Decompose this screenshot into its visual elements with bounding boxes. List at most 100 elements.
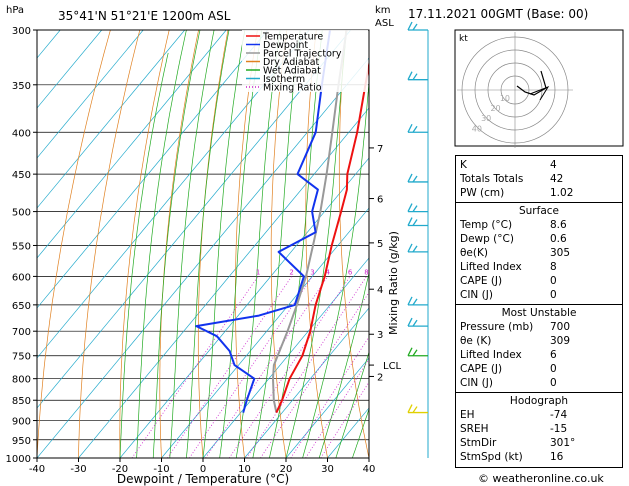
hodograph-ring-label: 40 xyxy=(472,124,482,133)
temperature-tick-label: -10 xyxy=(153,464,169,475)
mixing-ratio-label: 10 xyxy=(375,268,384,276)
wet-adiabat xyxy=(235,30,281,458)
pressure-tick-label: 300 xyxy=(12,26,31,37)
stats-label: θe(K) xyxy=(460,247,488,259)
isotherm-line xyxy=(37,30,186,209)
wet-adiabat xyxy=(169,30,215,458)
stats-label: CAPE (J) xyxy=(460,275,503,287)
pressure-tick-label: 800 xyxy=(12,375,31,386)
hodograph-ring-label: 20 xyxy=(490,104,500,113)
mixing-ratio-label: 20 xyxy=(418,268,427,276)
stats-row: CIN (J) 0 xyxy=(460,376,618,390)
x-axis-title: Dewpoint / Temperature (°C) xyxy=(117,472,289,486)
mixing-ratio-line xyxy=(189,276,313,458)
stats-value: 42 xyxy=(550,173,564,185)
stats-label: EH xyxy=(460,409,475,421)
datetime-label: 17.11.2021 00GMT (Base: 00) xyxy=(408,7,589,21)
stats-label: Temp (°C) xyxy=(460,219,513,231)
km-label: km xyxy=(375,5,391,16)
stats-value: 0 xyxy=(550,377,557,389)
wet-adiabat xyxy=(219,30,263,458)
dry-adiabat xyxy=(78,30,141,458)
hodograph-trace xyxy=(516,70,547,96)
km-tick-label: 2 xyxy=(377,372,383,383)
hpa-label: hPa xyxy=(6,5,24,16)
mixing-ratio-line xyxy=(320,381,369,458)
isotherm-line xyxy=(119,157,369,458)
stats-value: 301° xyxy=(550,437,576,449)
dry-adiabat xyxy=(119,30,170,458)
dry-adiabat xyxy=(338,30,369,458)
mixing-ratio-label: 25 xyxy=(432,268,441,276)
mixing-ratio-axis-title: Mixing Ratio (g/kg) xyxy=(387,231,400,335)
isotherm-line xyxy=(202,257,369,458)
mixing-ratio-line xyxy=(205,276,329,458)
temperature-tick-label: 30 xyxy=(321,464,334,475)
km-tick-label: 6 xyxy=(377,195,383,206)
lcl-label: LCL xyxy=(383,361,402,372)
mixing-ratio-label: 3 xyxy=(310,268,314,276)
mixing-ratio-label: 1 xyxy=(256,268,260,276)
isotherm-line xyxy=(285,357,369,458)
mixing-ratio-label: 16 xyxy=(404,268,413,276)
wet-adiabat xyxy=(352,407,369,458)
stats-value: 0 xyxy=(550,275,557,287)
wind-barb xyxy=(407,173,428,183)
stats-value: 4 xyxy=(550,159,557,171)
pressure-tick-label: 850 xyxy=(12,396,31,407)
wind-barb xyxy=(407,317,428,327)
pressure-tick-label: 500 xyxy=(12,208,31,219)
isotherm-line xyxy=(78,107,369,458)
temperature-tick-label: -30 xyxy=(70,464,86,475)
pressure-tick-label: 750 xyxy=(12,352,31,363)
stats-label: Totals Totals xyxy=(460,173,524,185)
isotherm-line xyxy=(37,30,352,409)
stats-divider xyxy=(456,202,622,203)
dry-adiabat xyxy=(37,30,111,458)
mixing-ratio-line xyxy=(246,276,367,458)
legend-label: Dry Adiabat xyxy=(263,57,320,68)
wet-adiabat xyxy=(252,30,301,458)
isotherm-line xyxy=(37,30,227,259)
mixing-ratio-line xyxy=(167,276,292,458)
temperature-tick-label: -40 xyxy=(29,464,45,475)
stats-row: StmDir 301° xyxy=(460,436,618,450)
stats-row: θe(K) 305 xyxy=(460,246,618,260)
stats-divider xyxy=(456,392,622,393)
stats-label: PW (cm) xyxy=(460,187,505,199)
legend-label: Parcel Trajectory xyxy=(263,49,342,60)
km-tick-label: 7 xyxy=(377,144,383,155)
most-unstable-heading: Most Unstable xyxy=(501,307,577,319)
hodograph-ring-label: 10 xyxy=(500,94,510,103)
stats-row: StmSpd (kt) 16 xyxy=(460,450,618,464)
dry-adiabat xyxy=(305,30,328,458)
pressure-tick-label: 700 xyxy=(12,327,31,338)
wet-adiabat xyxy=(302,78,369,458)
legend-label: Isotherm xyxy=(263,74,305,85)
stats-value: 8 xyxy=(550,261,557,273)
temperature-tick-label: -20 xyxy=(112,464,128,475)
stats-label: Pressure (mb) xyxy=(460,321,534,333)
stats-row: Temp (°C) 8.6 xyxy=(460,218,618,232)
stats-value: 0.6 xyxy=(550,233,567,245)
isotherm-line xyxy=(37,30,269,309)
isotherm-line xyxy=(161,207,369,458)
pressure-tick-label: 1000 xyxy=(6,454,31,465)
stats-value: 700 xyxy=(550,321,571,333)
surface-heading: Surface xyxy=(518,205,559,217)
isotherm-line xyxy=(37,57,369,458)
mixing-ratio-line xyxy=(260,291,369,458)
isotherm-line xyxy=(37,30,144,159)
wind-barb xyxy=(407,123,428,133)
km-tick-label: 3 xyxy=(377,330,383,341)
stats-value: 16 xyxy=(550,451,564,463)
dry-adiabat xyxy=(159,30,199,458)
stats-value: 8.6 xyxy=(550,219,567,231)
stats-divider xyxy=(456,304,622,305)
mixing-ratio-line xyxy=(290,336,369,458)
legend-label: Wet Adiabat xyxy=(263,66,321,77)
wet-adiabat xyxy=(269,30,323,458)
km-tick-label: 4 xyxy=(377,285,383,296)
wet-adiabat xyxy=(186,30,230,458)
pressure-tick-label: 650 xyxy=(12,301,31,312)
